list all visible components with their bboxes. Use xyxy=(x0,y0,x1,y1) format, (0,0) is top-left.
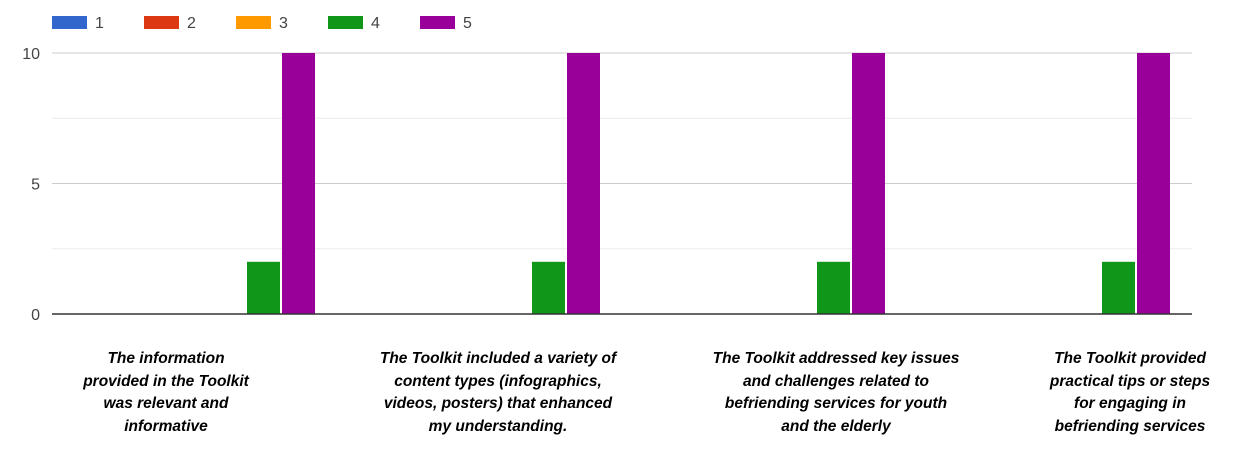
bar-series-4[interactable] xyxy=(817,261,850,314)
legend-label: 4 xyxy=(371,15,380,32)
legend: 1 2 3 4 5 xyxy=(52,15,472,32)
y-tick-label: 0 xyxy=(31,307,40,324)
legend-label: 2 xyxy=(187,15,196,32)
bar-series-5[interactable] xyxy=(567,53,600,314)
legend-item[interactable]: 1 xyxy=(52,15,104,32)
y-axis-ticks: 0 5 10 xyxy=(22,46,40,324)
legend-swatch xyxy=(144,16,179,29)
legend-label: 5 xyxy=(463,15,472,32)
legend-label: 3 xyxy=(279,15,288,32)
x-category-label: The information provided in the Toolkit … xyxy=(83,350,249,435)
bar-series-5[interactable] xyxy=(1137,53,1170,314)
bar-series-5[interactable] xyxy=(282,53,315,314)
legend-swatch xyxy=(420,16,455,29)
bar-series-4[interactable] xyxy=(532,261,565,314)
x-category-label: The Toolkit addressed key issues and cha… xyxy=(712,350,960,435)
bars xyxy=(247,53,1170,314)
bar-series-4[interactable] xyxy=(1102,261,1135,314)
y-tick-label: 5 xyxy=(31,177,40,194)
legend-item[interactable]: 2 xyxy=(144,15,196,32)
x-category-label: The Toolkit included a variety of conten… xyxy=(379,350,617,435)
x-category-label: The Toolkit provided practical tips or s… xyxy=(1049,350,1211,435)
y-tick-label: 10 xyxy=(22,46,40,63)
legend-item[interactable]: 5 xyxy=(420,15,472,32)
bar-series-5[interactable] xyxy=(852,53,885,314)
legend-swatch xyxy=(236,16,271,29)
legend-item[interactable]: 4 xyxy=(328,15,380,32)
bar-series-4[interactable] xyxy=(247,261,280,314)
legend-swatch xyxy=(328,16,363,29)
legend-swatch xyxy=(52,16,87,29)
legend-label: 1 xyxy=(95,15,104,32)
gridlines xyxy=(52,52,1192,250)
legend-item[interactable]: 3 xyxy=(236,15,288,32)
